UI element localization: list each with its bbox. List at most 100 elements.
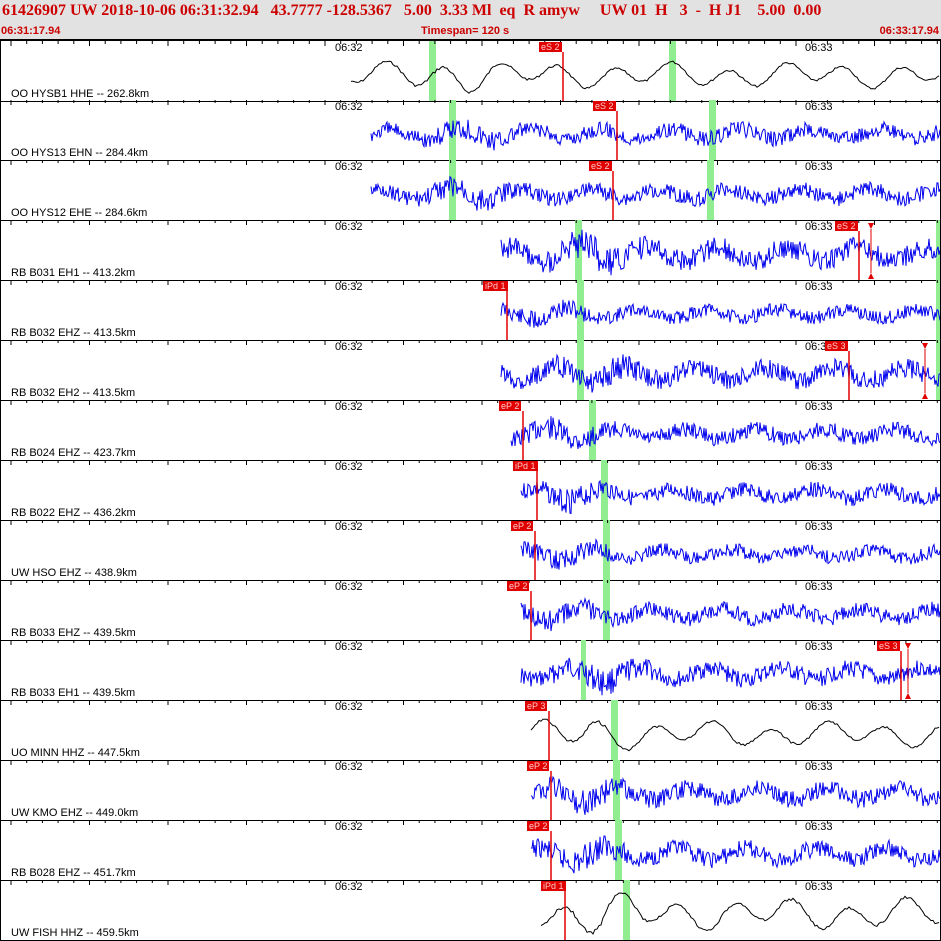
arrival-triangle-top [905,643,911,649]
trace-row[interactable]: 06:32 06:33 eP 2 UW HSO EHZ -- 438.9km [0,520,941,581]
minute-label: 06:33 [805,401,833,413]
channel-label: OO HYS13 EHN -- 284.4km [11,147,148,159]
waveform-plot [10,820,940,880]
waveform-plot [10,100,940,160]
pick-label[interactable]: iPd 1 [483,281,508,291]
channel-label: RB B031 EH1 -- 413.2km [11,267,136,279]
minute-label: 06:33 [805,881,833,893]
channel-label: RB B032 EH2 -- 413.5km [11,387,136,399]
minute-label: 06:32 [335,401,363,413]
event-summary: 61426907 UW 2018-10-06 06:31:32.94 43.77… [2,2,822,19]
pick-label[interactable]: eP 2 [511,521,534,531]
pick-label[interactable]: eS 2 [589,161,612,171]
waveform-trace [520,657,940,696]
waveform-trace [510,416,940,449]
pick-label[interactable]: eP 2 [507,581,530,591]
trace-row[interactable]: 06:32 06:33 eS 2 OO HYS13 EHN -- 284.4km [0,100,941,161]
channel-label: RB B033 EH1 -- 439.5km [11,687,136,699]
pick-label[interactable]: eS 2 [593,101,616,111]
minute-label: 06:32 [335,161,363,173]
pick-label[interactable]: eS 2 [835,221,858,231]
channel-label: RB B022 EHZ -- 436.2km [11,507,136,519]
arrival-triangle-bottom [868,273,874,279]
arrival-triangle-bottom [905,693,911,699]
waveform-trace [520,479,940,515]
pick-label[interactable]: iPd 1 [541,881,566,891]
phase-window [601,460,608,520]
phase-window [429,41,436,101]
minute-label: 06:33 [805,701,833,713]
event-header: 61426907 UW 2018-10-06 06:31:32.94 43.77… [0,0,941,40]
channel-label: RB B028 EHZ -- 451.7km [11,867,136,879]
trace-row[interactable]: 06:32 06:33 eS 2 RB B031 EH1 -- 413.2km [0,220,941,281]
minute-label: 06:32 [335,701,363,713]
minute-label: 06:32 [335,641,363,653]
minute-label: 06:32 [335,461,363,473]
trace-row[interactable]: 06:32 06:33 eP 2 RB B024 EHZ -- 423.7km [0,400,941,461]
channel-label: OO HYS12 EHE -- 284.6km [11,207,148,219]
minute-label: 06:32 [335,101,363,113]
minute-label: 06:33 [805,101,833,113]
channel-label: UW FISH HHZ -- 459.5km [11,927,139,939]
pick-label[interactable]: eP 2 [527,821,550,831]
phase-window [709,100,716,160]
minute-label: 06:33 [805,281,833,293]
waveform-plot [10,160,940,220]
minute-label: 06:33 [805,761,833,773]
waveform-trace [530,835,940,874]
waveform-plot [10,880,940,940]
waveform-trace [500,229,940,276]
minute-label: 06:33 [805,221,833,233]
waveform-trace [530,775,940,815]
trace-row[interactable]: 06:32 06:33 eS 2 OO HYS12 EHE -- 284.6km [0,160,941,221]
channel-label: RB B024 EHZ -- 423.7km [11,447,136,459]
phase-window [623,880,630,940]
channel-label: UW HSO EHZ -- 438.9km [11,567,137,579]
waveform-trace [370,119,940,151]
pick-label[interactable]: eS 2 [539,42,562,52]
arrival-triangle-top [922,343,928,349]
pick-label[interactable]: eP 2 [527,761,550,771]
trace-row[interactable]: 06:32 06:33 iPd 1 RB B022 EHZ -- 436.2km [0,460,941,521]
minute-label: 06:33 [805,641,833,653]
channel-label: RB B032 EHZ -- 413.5km [11,327,136,339]
pick-label[interactable]: eS 3 [825,341,848,351]
minute-label: 06:33 [805,821,833,833]
waveform-trace [500,353,940,393]
minute-label: 06:33 [805,581,833,593]
channel-label: UO MINN HHZ -- 447.5km [11,747,140,759]
start-time: 06:31:17.94 [1,25,61,37]
minute-label: 06:32 [335,521,363,533]
minute-label: 06:32 [335,341,363,353]
pick-label[interactable]: iPd 1 [513,461,538,471]
waveform-plot [10,41,940,101]
pick-label[interactable]: eS 3 [877,641,900,651]
trace-row[interactable]: 06:32 06:33 eS 2 OO HYSB1 HHE -- 262.8km [0,40,941,102]
channel-label: RB B033 EHZ -- 439.5km [11,627,136,639]
trace-row[interactable]: 06:32 06:33 eP 3 UO MINN HHZ -- 447.5km [0,700,941,761]
trace-row[interactable]: 06:32 06:33 eP 2 RB B028 EHZ -- 451.7km [0,820,941,881]
minute-label: 06:32 [335,761,363,773]
pick-label[interactable]: eP 3 [525,701,548,711]
trace-row[interactable]: 06:32 06:33 eP 2 UW KMO EHZ -- 449.0km [0,760,941,821]
minute-label: 06:32 [335,281,363,293]
trace-row[interactable]: 06:32 06:33 eS 3 RB B032 EH2 -- 413.5km [0,340,941,401]
channel-label: UW KMO EHZ -- 449.0km [11,807,139,819]
trace-row[interactable]: 06:32 06:33 iPd 1 RB B032 EHZ -- 413.5km [0,280,941,341]
minute-label: 06:32 [335,881,363,893]
phase-window [936,340,940,400]
minute-label: 06:32 [335,42,363,54]
phase-window [603,580,610,640]
minute-label: 06:32 [335,821,363,833]
minute-label: 06:32 [335,581,363,593]
trace-row[interactable]: 06:32 06:33 eS 3 RB B033 EH1 -- 439.5km [0,640,941,701]
end-time: 06:33:17.94 [879,25,939,37]
trace-row[interactable]: 06:32 06:33 eP 2 RB B033 EHZ -- 439.5km [0,580,941,641]
channel-label: OO HYSB1 HHE -- 262.8km [11,88,150,100]
arrival-triangle-bottom [922,393,928,399]
trace-row[interactable]: 06:32 06:33 iPd 1 UW FISH HHZ -- 459.5km [0,880,941,941]
phase-window [707,160,714,220]
pick-label[interactable]: eP 2 [499,401,522,411]
waveform-trace [520,596,940,632]
waveform-trace [520,538,940,570]
